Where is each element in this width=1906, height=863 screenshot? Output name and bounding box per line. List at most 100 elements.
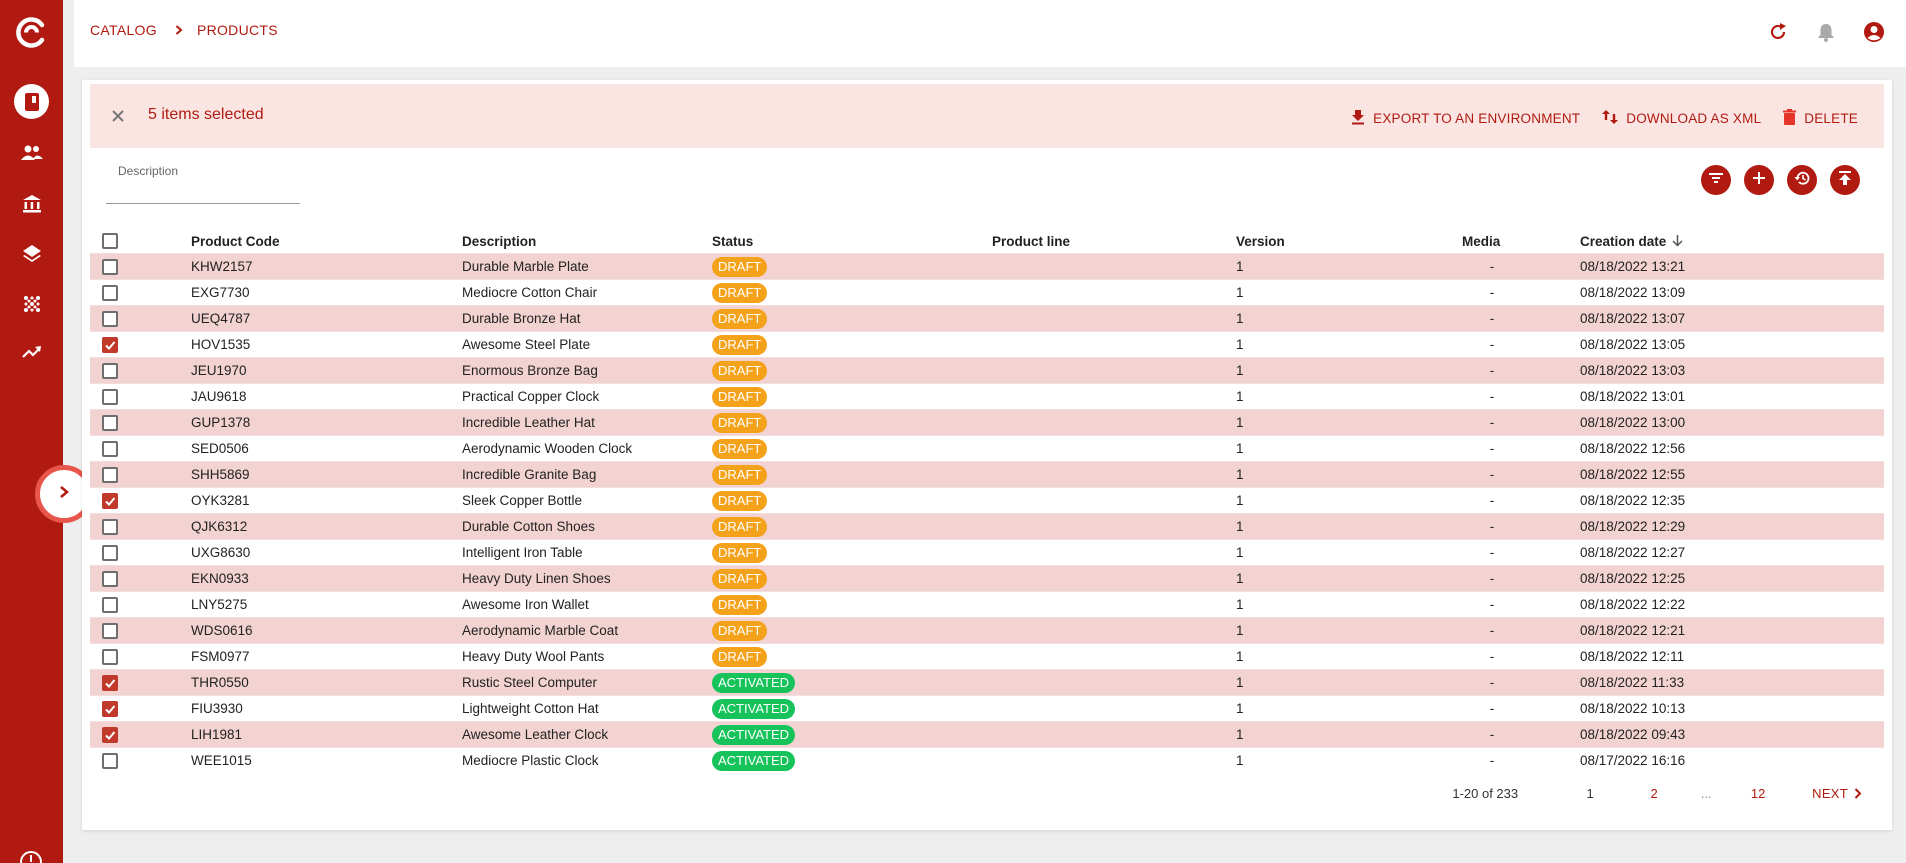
book-icon[interactable] bbox=[14, 84, 49, 119]
table-body: KHW2157 Durable Marble Plate DRAFT 1 - 08/18/… bbox=[90, 253, 1884, 773]
logo-icon[interactable] bbox=[15, 16, 48, 49]
download-icon bbox=[1351, 109, 1365, 128]
table-row[interactable]: UEQ4787 Durable Bronze Hat DRAFT 1 - 08/18/20… bbox=[90, 305, 1884, 331]
dots-grid-icon[interactable] bbox=[14, 286, 49, 321]
row-checkbox[interactable] bbox=[102, 254, 118, 279]
account-icon[interactable] bbox=[1862, 20, 1886, 44]
bank-icon[interactable] bbox=[14, 186, 49, 221]
row-checkbox[interactable] bbox=[102, 644, 118, 669]
layers-icon[interactable] bbox=[14, 236, 49, 271]
clock-icon[interactable] bbox=[19, 850, 43, 863]
table-row[interactable]: EXG7730 Mediocre Cotton Chair DRAFT 1 - 08/18… bbox=[90, 279, 1884, 305]
table-row[interactable]: QJK6312 Durable Cotton Shoes DRAFT 1 - 08/18/… bbox=[90, 513, 1884, 539]
row-checkbox[interactable] bbox=[102, 306, 118, 331]
cell-description: Awesome Steel Plate bbox=[462, 337, 591, 352]
cell-product-code: KHW2157 bbox=[191, 259, 253, 274]
next-page-button[interactable]: NEXT bbox=[1812, 786, 1862, 801]
table-row[interactable]: UXG8630 Intelligent Iron Table DRAFT 1 - 08/1… bbox=[90, 539, 1884, 565]
table-row[interactable]: FIU3930 Lightweight Cotton Hat ACTIVATED 1 -… bbox=[90, 695, 1884, 721]
row-checkbox[interactable] bbox=[102, 618, 118, 643]
checkbox-empty-icon bbox=[102, 518, 118, 535]
page-2-button[interactable]: 2 bbox=[1650, 786, 1658, 801]
status-badge: DRAFT bbox=[712, 438, 768, 459]
header-version[interactable]: Version bbox=[1236, 233, 1285, 249]
row-checkbox[interactable] bbox=[102, 670, 118, 695]
arrow-down-icon bbox=[1672, 235, 1683, 247]
cell-status: DRAFT bbox=[712, 358, 768, 383]
header-media[interactable]: Media bbox=[1462, 233, 1501, 249]
table-row[interactable]: LNY5275 Awesome Iron Wallet DRAFT 1 - 08/18/2… bbox=[90, 591, 1884, 617]
table-row[interactable]: EKN0933 Heavy Duty Linen Shoes DRAFT 1 - 08/1… bbox=[90, 565, 1884, 591]
bell-icon[interactable] bbox=[1814, 20, 1838, 44]
cell-description: Heavy Duty Linen Shoes bbox=[462, 571, 611, 586]
download-xml-button[interactable]: DOWNLOAD AS XML bbox=[1602, 109, 1761, 128]
cell-description: Awesome Iron Wallet bbox=[462, 597, 589, 612]
page-1-button[interactable]: 1 bbox=[1586, 786, 1594, 801]
table-row[interactable]: OYK3281 Sleek Copper Bottle DRAFT 1 - 08/18/2… bbox=[90, 487, 1884, 513]
row-checkbox[interactable] bbox=[102, 462, 118, 487]
table-row[interactable]: JEU1970 Enormous Bronze Bag DRAFT 1 - 08/18/2… bbox=[90, 357, 1884, 383]
trending-up-icon[interactable] bbox=[14, 334, 49, 369]
row-checkbox[interactable] bbox=[102, 514, 118, 539]
table-row[interactable]: FSM0977 Heavy Duty Wool Pants DRAFT 1 - 08/18… bbox=[90, 643, 1884, 669]
refresh-icon[interactable] bbox=[1766, 20, 1790, 44]
cell-creation-date: 08/18/2022 12:22 bbox=[1580, 597, 1686, 612]
cell-product-code: SHH5869 bbox=[191, 467, 250, 482]
row-checkbox[interactable] bbox=[102, 592, 118, 617]
row-checkbox[interactable] bbox=[102, 566, 118, 591]
table-row[interactable]: JAU9618 Practical Copper Clock DRAFT 1 - 08/1… bbox=[90, 383, 1884, 409]
cell-media: - bbox=[1489, 571, 1495, 586]
next-label: NEXT bbox=[1812, 786, 1848, 801]
page-last-button[interactable]: 12 bbox=[1750, 786, 1766, 801]
row-checkbox[interactable] bbox=[102, 540, 118, 565]
cell-status: DRAFT bbox=[712, 332, 768, 357]
row-checkbox[interactable] bbox=[102, 748, 118, 773]
pagination-ellipsis: ... bbox=[1700, 786, 1712, 801]
table-row[interactable]: LIH1981 Awesome Leather Clock ACTIVATED 1 - 0… bbox=[90, 721, 1884, 747]
table-row[interactable]: HOV1535 Awesome Steel Plate DRAFT 1 - 08/18/2… bbox=[90, 331, 1884, 357]
download-xml-label: DOWNLOAD AS XML bbox=[1626, 111, 1762, 126]
trash-icon bbox=[1783, 109, 1797, 128]
row-checkbox[interactable] bbox=[102, 280, 118, 305]
pagination: 1-20 of 233 1 2 ... 12 NEXT bbox=[1452, 786, 1862, 801]
row-checkbox[interactable] bbox=[102, 488, 118, 513]
checkbox-empty-icon bbox=[102, 284, 118, 301]
row-checkbox[interactable] bbox=[102, 332, 118, 357]
table-row[interactable]: SED0506 Aerodynamic Wooden Clock DRAFT 1 - 08… bbox=[90, 435, 1884, 461]
cell-description: Sleek Copper Bottle bbox=[462, 493, 583, 508]
table-row[interactable]: WEE1015 Mediocre Plastic Clock ACTIVATED 1 -… bbox=[90, 747, 1884, 773]
header-product-code[interactable]: Product Code bbox=[191, 233, 280, 249]
description-filter-input[interactable] bbox=[118, 184, 298, 199]
delete-button[interactable]: DELETE bbox=[1783, 109, 1858, 128]
add-button[interactable] bbox=[1744, 165, 1774, 195]
export-button[interactable]: EXPORT TO AN ENVIRONMENT bbox=[1351, 109, 1580, 128]
header-status[interactable]: Status bbox=[712, 233, 754, 249]
table-row[interactable]: WDS0616 Aerodynamic Marble Coat DRAFT 1 - 08/… bbox=[90, 617, 1884, 643]
breadcrumb: CATALOG PRODUCTS bbox=[90, 22, 278, 38]
table-row[interactable]: GUP1378 Incredible Leather Hat DRAFT 1 - 08/1… bbox=[90, 409, 1884, 435]
row-checkbox[interactable] bbox=[102, 384, 118, 409]
cell-description: Durable Bronze Hat bbox=[462, 311, 581, 326]
cell-media: - bbox=[1489, 623, 1495, 638]
row-checkbox[interactable] bbox=[102, 410, 118, 435]
table-row[interactable]: THR0550 Rustic Steel Computer ACTIVATED 1 - 0… bbox=[90, 669, 1884, 695]
upload-button[interactable] bbox=[1830, 165, 1860, 195]
row-checkbox[interactable] bbox=[102, 722, 118, 747]
cell-version: 1 bbox=[1236, 389, 1244, 404]
close-icon[interactable] bbox=[110, 108, 126, 124]
table-row[interactable]: SHH5869 Incredible Granite Bag DRAFT 1 - 08/1… bbox=[90, 461, 1884, 487]
select-all-checkbox[interactable] bbox=[102, 229, 118, 253]
people-icon[interactable] bbox=[14, 135, 49, 170]
table-row[interactable]: KHW2157 Durable Marble Plate DRAFT 1 - 08/18/… bbox=[90, 253, 1884, 279]
cell-description: Mediocre Plastic Clock bbox=[462, 753, 599, 768]
header-creation-date[interactable]: Creation date bbox=[1580, 229, 1683, 253]
history-button[interactable] bbox=[1787, 165, 1817, 195]
row-checkbox[interactable] bbox=[102, 696, 118, 721]
header-product-line[interactable]: Product line bbox=[992, 233, 1071, 249]
row-checkbox[interactable] bbox=[102, 436, 118, 461]
row-checkbox[interactable] bbox=[102, 358, 118, 383]
header-description[interactable]: Description bbox=[462, 233, 537, 249]
breadcrumb-catalog[interactable]: CATALOG bbox=[90, 22, 157, 38]
products-table: Product Code Description Status Product … bbox=[90, 229, 1884, 773]
filter-button[interactable] bbox=[1701, 165, 1731, 195]
